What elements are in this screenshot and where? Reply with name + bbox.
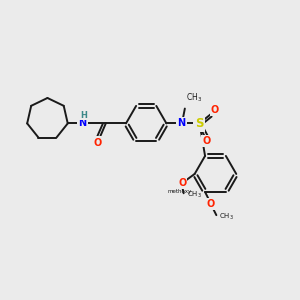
Text: O: O bbox=[211, 105, 219, 115]
Text: O: O bbox=[202, 136, 211, 146]
Text: H: H bbox=[80, 111, 87, 120]
Text: O: O bbox=[207, 199, 215, 209]
Text: methoxy: methoxy bbox=[167, 189, 191, 194]
Text: N: N bbox=[177, 118, 185, 128]
Text: CH$_3$: CH$_3$ bbox=[186, 92, 203, 104]
Text: N: N bbox=[79, 118, 87, 128]
Text: S: S bbox=[195, 117, 203, 130]
Text: CH$_3$: CH$_3$ bbox=[187, 190, 202, 200]
Text: O: O bbox=[94, 138, 102, 148]
Text: O: O bbox=[178, 178, 186, 188]
Text: CH$_3$: CH$_3$ bbox=[219, 212, 234, 222]
